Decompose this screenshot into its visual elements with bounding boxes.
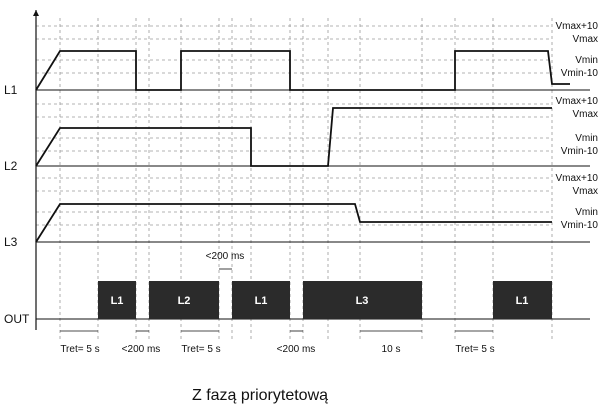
- level-label: Vmin: [575, 55, 598, 66]
- out-block-l3: [303, 281, 422, 319]
- level-label: Vmax: [572, 186, 598, 197]
- channel-label-l3: L3: [4, 235, 18, 249]
- out-block-l1-a: [98, 281, 136, 319]
- level-label: Vmax+10: [555, 21, 598, 32]
- channel-label-l1: L1: [4, 83, 18, 97]
- level-gridlines: [36, 25, 552, 226]
- level-label: Vmin: [575, 133, 598, 144]
- l2-trace: [35, 107, 552, 167]
- diagram-caption: Z fazą priorytetową: [192, 387, 328, 404]
- bottom-annotations: Tret= 5 s <200 ms Tret= 5 s <200 ms 10 s…: [60, 344, 494, 355]
- out-block-l2: [149, 281, 219, 319]
- l1-trace: [35, 50, 570, 91]
- channel-labels: L1 L2 L3 OUT: [4, 83, 30, 326]
- out-block-label: L2: [178, 295, 191, 307]
- level-label: Vmax+10: [555, 96, 598, 107]
- out-block-l1-c: [493, 281, 552, 319]
- annotation-label: Tret= 5 s: [60, 344, 99, 355]
- channel-label-l2: L2: [4, 159, 18, 173]
- l3-trace: [35, 203, 552, 243]
- level-label: Vmax+10: [555, 173, 598, 184]
- level-labels: Vmax+10 Vmax Vmin Vmin-10 Vmax+10 Vmax V…: [555, 21, 598, 231]
- annotation-label: 10 s: [382, 344, 401, 355]
- level-label: Vmin-10: [561, 68, 599, 79]
- out-block-label: L1: [516, 295, 529, 307]
- output-label: OUT: [4, 312, 30, 326]
- out-block-label: L1: [111, 295, 124, 307]
- out-block-l1-b: [232, 281, 290, 319]
- annotation-label: <200 ms: [122, 344, 161, 355]
- level-label: Vmax: [572, 34, 598, 45]
- annotation-label: <200 ms: [277, 344, 316, 355]
- out-block-label: L3: [356, 295, 369, 307]
- annotation-label: Tret= 5 s: [181, 344, 220, 355]
- level-label: Vmax: [572, 109, 598, 120]
- annotation-label: Tret= 5 s: [455, 344, 494, 355]
- gap-label-top: <200 ms: [206, 251, 245, 262]
- out-block-label: L1: [255, 295, 268, 307]
- gap-annotation-top: <200 ms: [206, 251, 245, 270]
- level-label: Vmin: [575, 207, 598, 218]
- output-blocks: L1 L2 L1 L3 L1: [98, 281, 552, 319]
- signal-traces: [35, 50, 570, 243]
- level-label: Vmin-10: [561, 220, 599, 231]
- level-label: Vmin-10: [561, 146, 599, 157]
